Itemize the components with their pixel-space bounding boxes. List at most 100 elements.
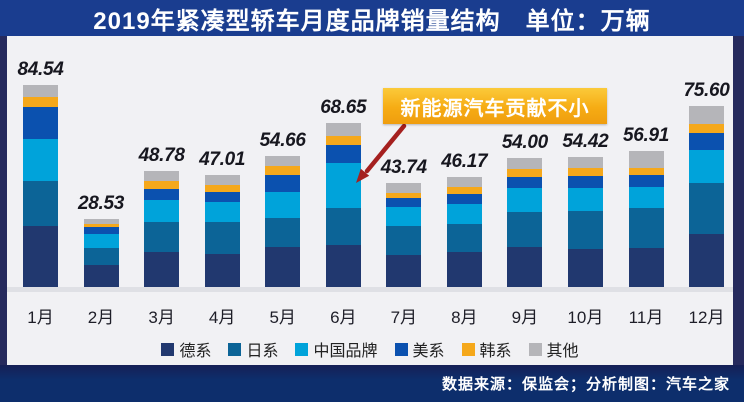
segment-american [144, 188, 180, 200]
segment-american [386, 197, 422, 208]
segment-other [265, 156, 301, 166]
segment-german [689, 234, 724, 287]
bar-month-8 [446, 176, 482, 287]
value-label: 28.53 [77, 192, 125, 214]
legend-swatch-korean [461, 342, 475, 356]
legend-item-other: 其他 [528, 337, 579, 361]
value-label: 54.42 [562, 131, 609, 152]
segment-korean [83, 223, 119, 227]
segment-chinese [507, 187, 543, 213]
segment-korean [507, 169, 543, 177]
month-label: 7月 [390, 308, 418, 327]
segment-chinese [689, 150, 724, 183]
bar-month-10 [567, 157, 603, 287]
segment-other [83, 218, 119, 224]
segment-other [446, 176, 482, 187]
segment-japanese [446, 223, 482, 253]
value-label: 43.74 [380, 156, 427, 178]
legend-label: 其他 [546, 343, 579, 360]
month-label: 10月 [567, 308, 604, 327]
segment-german [567, 249, 603, 287]
segment-other [507, 158, 543, 170]
segment-korean [567, 168, 603, 176]
value-label: 47.01 [199, 148, 246, 170]
annotation-text: 新能源汽车贡献不小 [400, 97, 590, 120]
segment-other [386, 182, 422, 193]
annotation-callout: 新能源汽车贡献不小 [383, 88, 607, 124]
bar-month-12 [689, 106, 724, 287]
value-label: 46.17 [441, 150, 488, 172]
legend: 德系 日系 中国品牌 美系 韩系 其他 [7, 338, 733, 360]
value-label: 75.60 [683, 80, 730, 102]
segment-korean [628, 168, 664, 175]
segment-chinese [628, 187, 664, 208]
segment-german [144, 251, 180, 287]
segment-american [325, 144, 361, 163]
value-label: 56.91 [622, 125, 670, 146]
value-label: 54.66 [259, 130, 306, 152]
source-credit: 数据来源：保监会；分析制图：汽车之家 [441, 376, 730, 393]
segment-american [204, 191, 240, 202]
legend-item-american: 美系 [394, 337, 445, 361]
month-label: 11月 [628, 308, 664, 327]
segment-american [83, 226, 119, 235]
segment-other [204, 174, 240, 185]
segment-german [265, 246, 301, 287]
segment-chinese [204, 201, 240, 222]
segment-german [325, 244, 361, 287]
month-label: 12月 [688, 308, 725, 327]
month-label: 6月 [330, 308, 357, 327]
right-border [733, 36, 744, 365]
segment-german [507, 247, 543, 287]
bar-month-5 [265, 156, 301, 287]
segment-japanese [265, 218, 301, 247]
bar-month-11 [628, 151, 664, 287]
segment-chinese [265, 191, 301, 219]
segment-japanese [83, 248, 119, 266]
segment-japanese [325, 207, 361, 245]
month-label: 5月 [269, 308, 296, 327]
segment-japanese [204, 221, 240, 254]
legend-label: 中国品牌 [313, 343, 378, 360]
segment-japanese [507, 212, 543, 248]
x-axis-line [7, 287, 733, 292]
segment-american [689, 133, 724, 151]
bar-month-4 [204, 174, 240, 287]
legend-item-german: 德系 [161, 337, 211, 361]
legend-swatch-japanese [228, 342, 242, 356]
segment-other [325, 123, 361, 137]
segment-japanese [567, 211, 603, 250]
legend-swatch-german [161, 342, 175, 356]
month-label: 1月 [27, 308, 54, 327]
segment-korean [204, 184, 240, 192]
segment-other [23, 85, 58, 98]
bar-month-2 [83, 218, 119, 287]
legend-label: 韩系 [479, 343, 512, 360]
segment-american [265, 174, 301, 192]
month-label: 2月 [87, 308, 115, 327]
arrow-icon [356, 123, 407, 183]
month-label: 4月 [208, 308, 236, 327]
bar-month-1 [23, 85, 58, 287]
segment-japanese [144, 221, 180, 252]
segment-chinese [446, 203, 482, 224]
segment-japanese [628, 207, 664, 248]
segment-japanese [689, 182, 724, 235]
segment-german [23, 226, 58, 287]
segment-korean [386, 192, 422, 198]
segment-korean [446, 186, 482, 194]
segment-korean [144, 180, 180, 189]
segment-american [507, 176, 543, 188]
value-label: 48.78 [138, 144, 185, 166]
segment-chinese [144, 199, 180, 222]
segment-other [689, 106, 724, 124]
segment-korean [265, 165, 301, 175]
segment-german [386, 254, 422, 287]
legend-item-japanese: 日系 [228, 337, 278, 361]
bar-month-3 [144, 170, 180, 287]
footer-bar: 数据来源：保监会；分析制图：汽车之家 [0, 365, 744, 402]
segment-other [144, 170, 180, 181]
segment-american [23, 107, 58, 139]
